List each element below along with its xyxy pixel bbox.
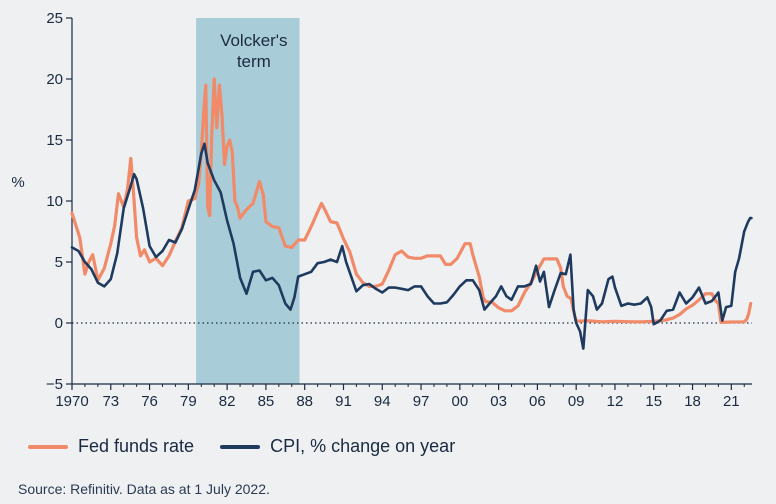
y-tick-label: 5 bbox=[55, 254, 63, 271]
legend-swatch-cpi bbox=[220, 444, 261, 449]
y-tick-label: 25 bbox=[46, 10, 63, 27]
x-tick-label: 1970 bbox=[55, 393, 88, 410]
series-line-cpi bbox=[70, 142, 753, 350]
x-tick-label: 03 bbox=[490, 393, 507, 410]
y-tick-label: 15 bbox=[46, 132, 63, 149]
x-tick-label: 91 bbox=[335, 393, 352, 410]
x-tick-label: 15 bbox=[645, 393, 662, 410]
x-tick-label: 18 bbox=[684, 393, 701, 410]
x-tick-label: 88 bbox=[296, 393, 313, 410]
x-tick-label: 85 bbox=[258, 393, 275, 410]
volcker-label-line2: term bbox=[237, 52, 271, 71]
x-tick-label: 21 bbox=[723, 393, 740, 410]
legend-item-fed-funds: Fed funds rate bbox=[28, 436, 194, 457]
y-tick-label: 20 bbox=[46, 71, 63, 88]
legend-label-fed-funds: Fed funds rate bbox=[78, 436, 195, 456]
x-tick-label: 09 bbox=[568, 393, 585, 410]
legend: Fed funds rate CPI, % change on year bbox=[28, 436, 455, 457]
x-tick-label: 73 bbox=[102, 393, 119, 410]
y-tick-label: 0 bbox=[55, 315, 63, 332]
y-axis-label: % bbox=[11, 174, 24, 191]
series-line-fed-funds-rate bbox=[70, 77, 753, 324]
x-tick-label: 79 bbox=[180, 393, 197, 410]
x-tick-label: 82 bbox=[219, 393, 236, 410]
source-note: Source: Refinitiv. Data as at 1 July 202… bbox=[18, 481, 270, 497]
x-tick-label: 97 bbox=[413, 393, 430, 410]
volcker-label-line1: Volcker's bbox=[220, 31, 288, 50]
x-tick-label: 00 bbox=[451, 393, 468, 410]
legend-label-cpi: CPI, % change on year bbox=[270, 436, 456, 456]
x-tick-label: 12 bbox=[607, 393, 624, 410]
legend-swatch-fed-funds bbox=[28, 444, 68, 449]
line-chart: −5 0 5 10 15 20 25% 1970 73 76 79 82 85 88 91 94 97 00 03 0… bbox=[11, 10, 753, 410]
x-tick-label: 94 bbox=[374, 393, 391, 410]
x-tick-label: 06 bbox=[529, 393, 546, 410]
y-tick-label: −5 bbox=[46, 376, 63, 393]
y-tick-label: 10 bbox=[46, 193, 63, 210]
legend-item-cpi: CPI, % change on year bbox=[220, 436, 455, 457]
x-tick-label: 76 bbox=[141, 393, 158, 410]
